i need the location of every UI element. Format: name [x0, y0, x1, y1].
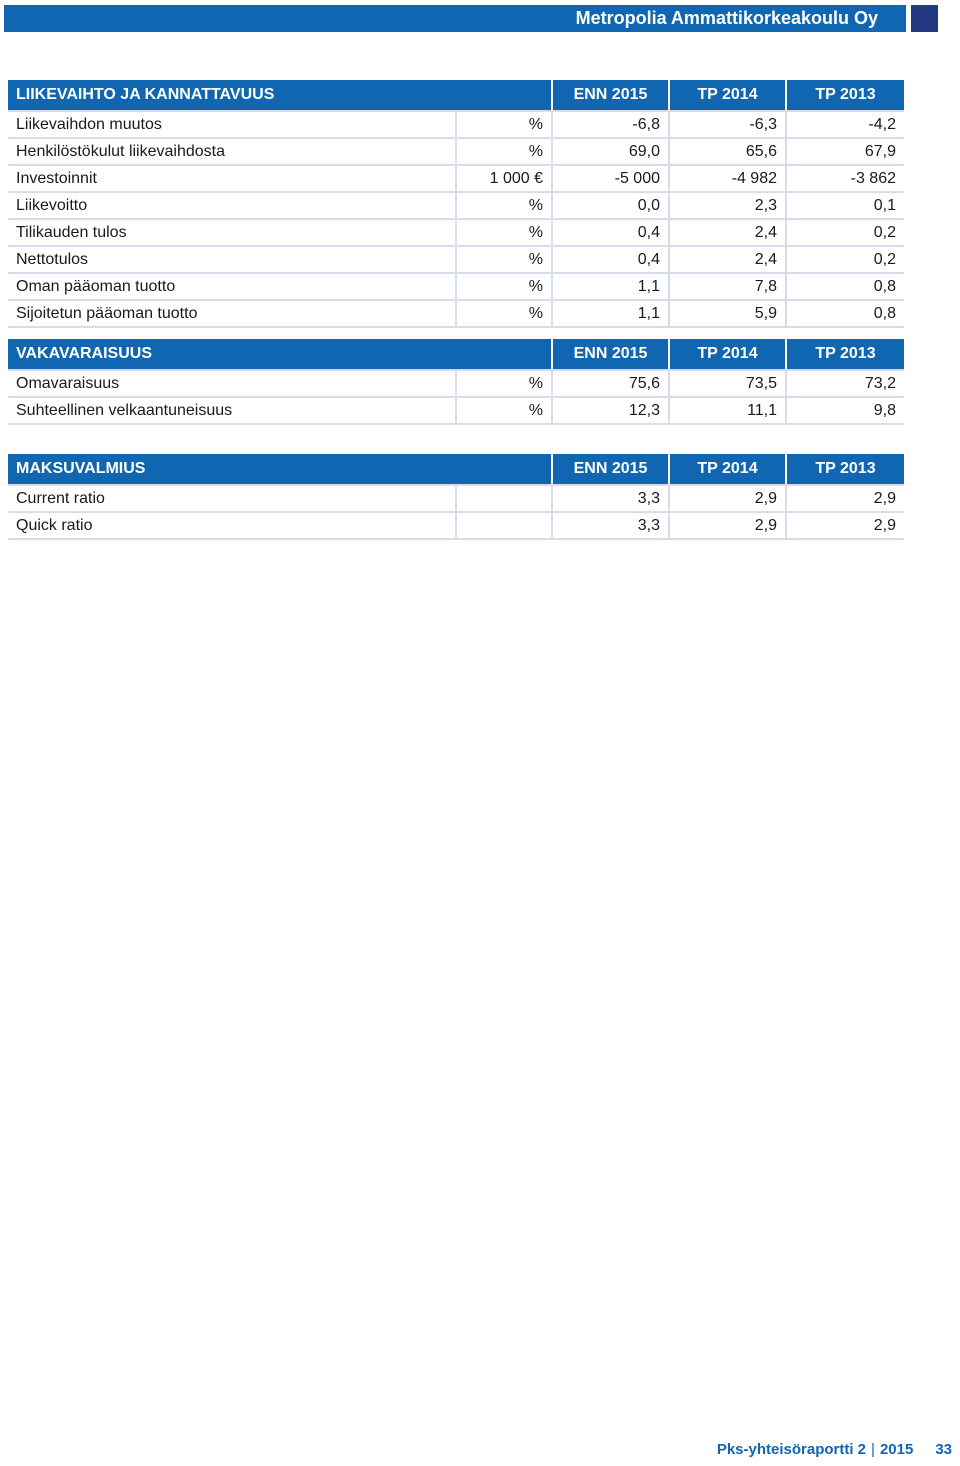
row-label: Sijoitetun pääoman tuotto	[8, 300, 457, 328]
value-cell: -5 000	[552, 165, 670, 193]
row-unit: 1 000 €	[456, 165, 553, 193]
value-cell: 12,3	[552, 397, 671, 425]
column-header: TP 2013	[786, 80, 904, 112]
value-cell: 2,4	[669, 219, 787, 247]
value-cell: 11,1	[669, 397, 788, 425]
value-cell: 0,4	[552, 246, 670, 274]
row-label: Omavaraisuus	[8, 370, 457, 398]
value-cell: 5,9	[669, 300, 787, 328]
row-unit	[456, 512, 554, 540]
column-header: TP 2013	[786, 454, 905, 486]
table-row: Current ratio 3,3 2,9 2,9	[8, 485, 905, 513]
header-band: Metropolia Ammattikorkeakoulu Oy	[4, 5, 906, 32]
report-year: 2015	[879, 1441, 914, 1458]
table-header-row: MAKSUVALMIUS ENN 2015 TP 2014 TP 2013	[8, 454, 905, 486]
table-row: Quick ratio 3,3 2,9 2,9	[8, 512, 905, 540]
value-cell: 73,5	[669, 370, 788, 398]
table-vakavaraisuus: VAKAVARAISUUS ENN 2015 TP 2014 TP 2013 O…	[8, 339, 905, 425]
table-maksuvalmius: MAKSUVALMIUS ENN 2015 TP 2014 TP 2013 Cu…	[8, 454, 905, 540]
table-title: LIIKEVAIHTO JA KANNATTAVUUS	[8, 80, 553, 112]
value-cell: -6,3	[669, 111, 787, 139]
value-cell: 9,8	[786, 397, 905, 425]
value-cell: 0,2	[786, 219, 904, 247]
value-cell: 0,8	[786, 273, 904, 301]
page-footer: Pks-yhteisöraportti 2 | 2015 33	[717, 1441, 952, 1458]
table-row: Nettotulos % 0,4 2,4 0,2	[8, 246, 904, 274]
table-row: Tilikauden tulos % 0,4 2,4 0,2	[8, 219, 904, 247]
value-cell: -4 982	[669, 165, 787, 193]
value-cell: 0,1	[786, 192, 904, 220]
column-header: TP 2014	[669, 80, 787, 112]
value-cell: 73,2	[786, 370, 905, 398]
row-unit: %	[456, 246, 553, 274]
table-row: Liikevaihdon muutos % -6,8 -6,3 -4,2	[8, 111, 904, 139]
value-cell: 67,9	[786, 138, 904, 166]
value-cell: 2,9	[786, 512, 905, 540]
column-header: ENN 2015	[552, 454, 671, 486]
value-cell: 1,1	[552, 273, 670, 301]
value-cell: 0,8	[786, 300, 904, 328]
row-unit: %	[456, 111, 553, 139]
value-cell: 3,3	[552, 485, 671, 513]
column-header: ENN 2015	[552, 339, 671, 371]
column-header: TP 2014	[669, 339, 788, 371]
table-row: Investoinnit 1 000 € -5 000 -4 982 -3 86…	[8, 165, 904, 193]
table-row: Sijoitetun pääoman tuotto % 1,1 5,9 0,8	[8, 300, 904, 328]
column-header: TP 2014	[669, 454, 788, 486]
row-label: Nettotulos	[8, 246, 457, 274]
table-row: Henkilöstökulut liikevaihdosta % 69,0 65…	[8, 138, 904, 166]
table-liikevaihto-kannattavuus: LIIKEVAIHTO JA KANNATTAVUUS ENN 2015 TP …	[8, 80, 904, 328]
report-name: Pks-yhteisöraportti 2	[716, 1441, 867, 1458]
row-label: Quick ratio	[8, 512, 457, 540]
table-row: Suhteellinen velkaantuneisuus % 12,3 11,…	[8, 397, 905, 425]
table-title: VAKAVARAISUUS	[8, 339, 554, 371]
value-cell: 2,9	[669, 512, 788, 540]
value-cell: 65,6	[669, 138, 787, 166]
footer-separator: |	[871, 1441, 875, 1458]
value-cell: 2,4	[669, 246, 787, 274]
row-unit: %	[456, 300, 553, 328]
row-label: Current ratio	[8, 485, 457, 513]
organization-title: Metropolia Ammattikorkeakoulu Oy	[575, 8, 878, 28]
value-cell: 2,9	[669, 485, 788, 513]
value-cell: 3,3	[552, 512, 671, 540]
table-row: Liikevoitto % 0,0 2,3 0,1	[8, 192, 904, 220]
value-cell: 2,3	[669, 192, 787, 220]
row-unit: %	[456, 138, 553, 166]
row-unit: %	[456, 219, 553, 247]
header-square-decoration	[911, 5, 938, 32]
row-unit: %	[456, 273, 553, 301]
column-header: ENN 2015	[552, 80, 670, 112]
value-cell: 2,9	[786, 485, 905, 513]
value-cell: 0,2	[786, 246, 904, 274]
value-cell: -3 862	[786, 165, 904, 193]
row-unit: %	[456, 192, 553, 220]
row-label: Suhteellinen velkaantuneisuus	[8, 397, 457, 425]
row-label: Tilikauden tulos	[8, 219, 457, 247]
row-label: Henkilöstökulut liikevaihdosta	[8, 138, 457, 166]
row-unit: %	[456, 370, 554, 398]
value-cell: 1,1	[552, 300, 670, 328]
value-cell: 69,0	[552, 138, 670, 166]
value-cell: -6,8	[552, 111, 670, 139]
table-title: MAKSUVALMIUS	[8, 454, 554, 486]
table-header-row: LIIKEVAIHTO JA KANNATTAVUUS ENN 2015 TP …	[8, 80, 904, 112]
value-cell: 0,4	[552, 219, 670, 247]
value-cell: 0,0	[552, 192, 670, 220]
row-label: Liikevaihdon muutos	[8, 111, 457, 139]
table-row: Oman pääoman tuotto % 1,1 7,8 0,8	[8, 273, 904, 301]
value-cell: 7,8	[669, 273, 787, 301]
table-row: Omavaraisuus % 75,6 73,5 73,2	[8, 370, 905, 398]
column-header: TP 2013	[786, 339, 905, 371]
page-number: 33	[935, 1441, 952, 1458]
row-label: Oman pääoman tuotto	[8, 273, 457, 301]
row-label: Investoinnit	[8, 165, 457, 193]
row-unit: %	[456, 397, 554, 425]
row-unit	[456, 485, 554, 513]
value-cell: -4,2	[786, 111, 904, 139]
row-label: Liikevoitto	[8, 192, 457, 220]
table-header-row: VAKAVARAISUUS ENN 2015 TP 2014 TP 2013	[8, 339, 905, 371]
value-cell: 75,6	[552, 370, 671, 398]
